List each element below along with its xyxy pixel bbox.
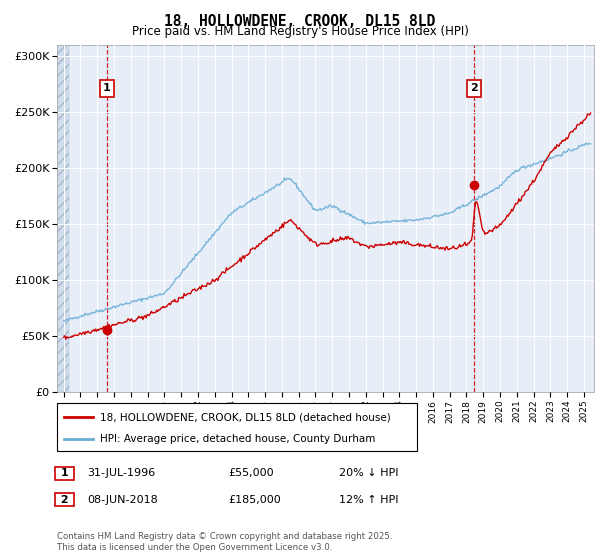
Text: £55,000: £55,000 [228, 468, 274, 478]
Text: £185,000: £185,000 [228, 494, 281, 505]
Text: 08-JUN-2018: 08-JUN-2018 [87, 494, 158, 505]
Text: 18, HOLLOWDENE, CROOK, DL15 8LD (detached house): 18, HOLLOWDENE, CROOK, DL15 8LD (detache… [100, 413, 391, 422]
Text: 12% ↑ HPI: 12% ↑ HPI [339, 494, 398, 505]
Text: 20% ↓ HPI: 20% ↓ HPI [339, 468, 398, 478]
Text: 2: 2 [57, 494, 73, 505]
Bar [57, 45, 69, 392]
Text: 18, HOLLOWDENE, CROOK, DL15 8LD: 18, HOLLOWDENE, CROOK, DL15 8LD [164, 14, 436, 29]
Text: HPI: Average price, detached house, County Durham: HPI: Average price, detached house, Coun… [100, 434, 376, 444]
Text: Price paid vs. HM Land Registry's House Price Index (HPI): Price paid vs. HM Land Registry's House … [131, 25, 469, 38]
Text: 1: 1 [103, 83, 111, 93]
Text: 31-JUL-1996: 31-JUL-1996 [87, 468, 155, 478]
Text: Contains HM Land Registry data © Crown copyright and database right 2025.
This d: Contains HM Land Registry data © Crown c… [57, 532, 392, 552]
Text: 2: 2 [470, 83, 478, 93]
Text: 1: 1 [57, 468, 73, 478]
FancyBboxPatch shape [57, 403, 417, 451]
